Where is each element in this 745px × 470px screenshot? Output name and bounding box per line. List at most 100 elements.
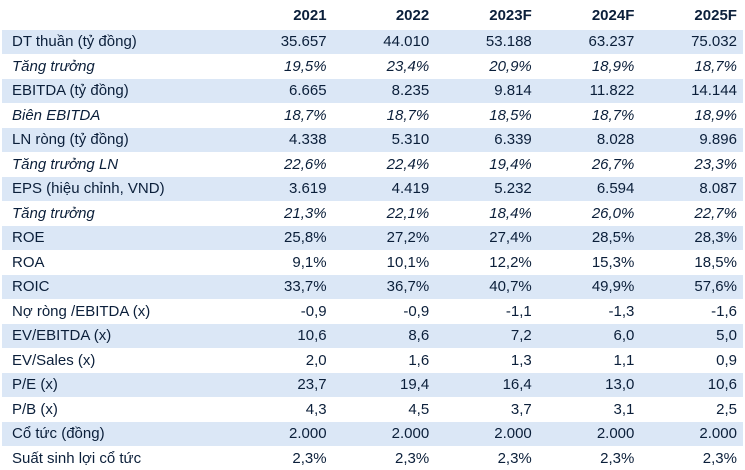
row-value-cell: 10,6 [640,376,743,393]
header-year-2024f: 2024F [538,7,641,24]
row-value-cell: 28,3% [640,229,743,246]
row-value-cell: 18,9% [640,107,743,124]
row-value-cell: 14.144 [640,82,743,99]
row-label: EPS (hiệu chỉnh, VND) [2,180,230,197]
row-value-cell: 18,9% [538,58,641,75]
header-year-2025f: 2025F [640,7,743,24]
row-value-cell: 5.310 [333,131,436,148]
row-value-cell: 28,5% [538,229,641,246]
row-label: ROIC [2,278,230,295]
row-label: Suất sinh lợi cổ tức [2,450,230,467]
row-value-cell: 2.000 [435,425,538,442]
row-value-cell: 2.000 [640,425,743,442]
row-value-cell: 49,9% [538,278,641,295]
row-label: ROA [2,254,230,271]
row-value-cell: 23,3% [640,156,743,173]
row-value-cell: 2.000 [333,425,436,442]
row-value-cell: 8.028 [538,131,641,148]
row-value-cell: 2,3% [230,450,333,467]
row-value-cell: 16,4 [435,376,538,393]
row-value-cell: 2,0 [230,352,333,369]
header-year-2021: 2021 [230,7,333,24]
row-label: P/B (x) [2,401,230,418]
row-label: Tăng trưởng LN [2,156,230,173]
row-value-cell: 26,7% [538,156,641,173]
row-value-cell: 63.237 [538,33,641,50]
row-value-cell: 1,6 [333,352,436,369]
row-value-cell: -1,6 [640,303,743,320]
row-value-cell: 2,3% [640,450,743,467]
row-value-cell: 4.338 [230,131,333,148]
header-year-2022: 2022 [333,7,436,24]
row-value-cell: 19,4% [435,156,538,173]
row-value-cell: 18,7% [538,107,641,124]
row-value-cell: 44.010 [333,33,436,50]
row-value-cell: 20,9% [435,58,538,75]
row-value-cell: 6.594 [538,180,641,197]
row-value-cell: 2,5 [640,401,743,418]
row-value-cell: 10,1% [333,254,436,271]
row-value-cell: 13,0 [538,376,641,393]
table-row: Nợ ròng /EBITDA (x)-0,9-0,9-1,1-1,3-1,6 [2,299,743,324]
row-value-cell: 22,1% [333,205,436,222]
row-label: EV/EBITDA (x) [2,327,230,344]
row-value-cell: 7,2 [435,327,538,344]
row-value-cell: 4,5 [333,401,436,418]
row-value-cell: -1,1 [435,303,538,320]
row-value-cell: 35.657 [230,33,333,50]
row-value-cell: 6.339 [435,131,538,148]
row-value-cell: 15,3% [538,254,641,271]
row-value-cell: -1,3 [538,303,641,320]
row-value-cell: 2,3% [435,450,538,467]
row-label: EV/Sales (x) [2,352,230,369]
row-value-cell: 36,7% [333,278,436,295]
row-label: DT thuần (tỷ đồng) [2,33,230,50]
row-value-cell: 18,7% [333,107,436,124]
row-value-cell: 23,7 [230,376,333,393]
row-value-cell: 8.087 [640,180,743,197]
row-label: Biên EBITDA [2,107,230,124]
row-value-cell: 6.665 [230,82,333,99]
row-value-cell: 21,3% [230,205,333,222]
row-value-cell: 18,7% [640,58,743,75]
row-value-cell: 9.814 [435,82,538,99]
table-header-row: 2021 2022 2023F 2024F 2025F [2,2,743,30]
row-value-cell: 4,3 [230,401,333,418]
row-value-cell: 1,3 [435,352,538,369]
row-value-cell: 18,5% [640,254,743,271]
row-value-cell: 8.235 [333,82,436,99]
row-value-cell: 18,5% [435,107,538,124]
row-value-cell: 57,6% [640,278,743,295]
row-value-cell: 1,1 [538,352,641,369]
row-label: ROE [2,229,230,246]
row-value-cell: 22,4% [333,156,436,173]
row-value-cell: 27,4% [435,229,538,246]
row-value-cell: 40,7% [435,278,538,295]
row-value-cell: 9.896 [640,131,743,148]
row-value-cell: 8,6 [333,327,436,344]
row-value-cell: 2,3% [333,450,436,467]
row-value-cell: 0,9 [640,352,743,369]
row-label: P/E (x) [2,376,230,393]
row-value-cell: 75.032 [640,33,743,50]
row-label: Tăng trưởng [2,58,230,75]
row-label: LN ròng (tỷ đồng) [2,131,230,148]
row-value-cell: 33,7% [230,278,333,295]
row-value-cell: 2,3% [538,450,641,467]
